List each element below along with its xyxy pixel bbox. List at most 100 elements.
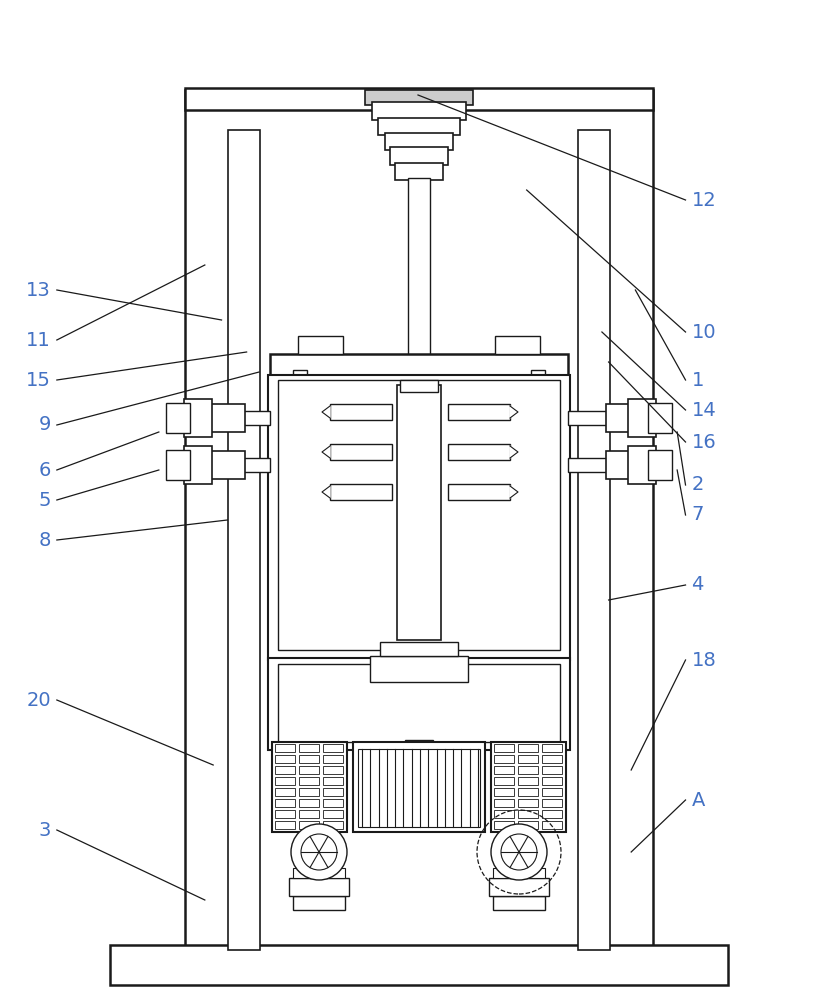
Bar [275,777,295,785]
Text: 1: 1 [691,370,704,389]
Bar [275,766,295,774]
Bar [272,742,347,832]
Bar [648,403,672,433]
Bar [323,810,343,818]
Bar [448,484,510,500]
Bar [494,799,514,807]
Bar [493,896,545,910]
Bar [397,385,441,640]
Bar [298,336,343,354]
Circle shape [501,834,537,870]
Bar [531,370,545,660]
Bar [395,163,443,180]
Bar [493,868,545,878]
Text: 16: 16 [691,432,716,452]
Bar [494,810,514,818]
Bar [491,742,566,832]
Bar [568,411,610,425]
Bar [299,810,319,818]
Bar [400,380,438,392]
Bar [518,744,538,752]
Polygon shape [322,446,330,458]
Text: 18: 18 [691,650,716,670]
Bar [365,90,473,105]
Bar [299,799,319,807]
Polygon shape [510,486,518,498]
Bar [299,755,319,763]
Bar [270,354,568,378]
Bar [542,810,562,818]
Bar [495,336,540,354]
Text: 7: 7 [691,506,704,524]
Bar [228,458,270,472]
Bar [330,444,392,460]
Text: 9: 9 [38,416,51,434]
Bar [299,744,319,752]
Bar [275,821,295,829]
Bar [330,404,392,420]
Bar [370,656,468,682]
Bar [228,411,270,425]
Text: 2: 2 [691,476,704,494]
Bar [275,755,295,763]
Bar [518,766,538,774]
Circle shape [301,834,337,870]
Bar [275,788,295,796]
Text: 8: 8 [38,530,51,550]
Bar [268,375,570,660]
Text: 13: 13 [26,280,51,300]
Bar [323,777,343,785]
Text: 15: 15 [26,370,51,389]
Bar [299,766,319,774]
Bar [518,777,538,785]
Bar [518,810,538,818]
Bar [542,799,562,807]
Bar [494,788,514,796]
Bar [448,444,510,460]
Text: 20: 20 [26,690,51,710]
Polygon shape [510,406,518,418]
Bar [228,130,260,950]
Text: 4: 4 [691,576,704,594]
Bar [205,451,245,479]
Bar [568,458,610,472]
Bar [293,370,307,660]
Bar [380,642,458,656]
Bar [494,821,514,829]
Bar [489,878,549,896]
Polygon shape [322,406,330,418]
Bar [494,755,514,763]
Bar [275,810,295,818]
Polygon shape [510,446,518,458]
Bar [542,777,562,785]
Bar [542,744,562,752]
Text: 3: 3 [38,820,51,840]
Bar [353,742,485,832]
Text: 12: 12 [691,190,716,210]
Bar [275,799,295,807]
Text: 5: 5 [38,490,51,510]
Bar [448,404,510,420]
Bar [378,118,460,135]
Bar [628,446,656,484]
Bar [408,178,430,360]
Bar [542,755,562,763]
Bar [278,380,560,650]
Bar [184,446,212,484]
Bar [494,744,514,752]
Bar [323,744,343,752]
Bar [358,749,480,827]
Bar [275,744,295,752]
Bar [299,821,319,829]
Bar [518,821,538,829]
Bar [578,130,610,950]
Bar [278,664,560,742]
Bar [542,788,562,796]
Bar [518,799,538,807]
Bar [494,766,514,774]
Bar [628,399,656,437]
Bar [185,90,653,950]
Bar [385,133,453,150]
Circle shape [491,824,547,880]
Text: 6: 6 [38,460,51,480]
